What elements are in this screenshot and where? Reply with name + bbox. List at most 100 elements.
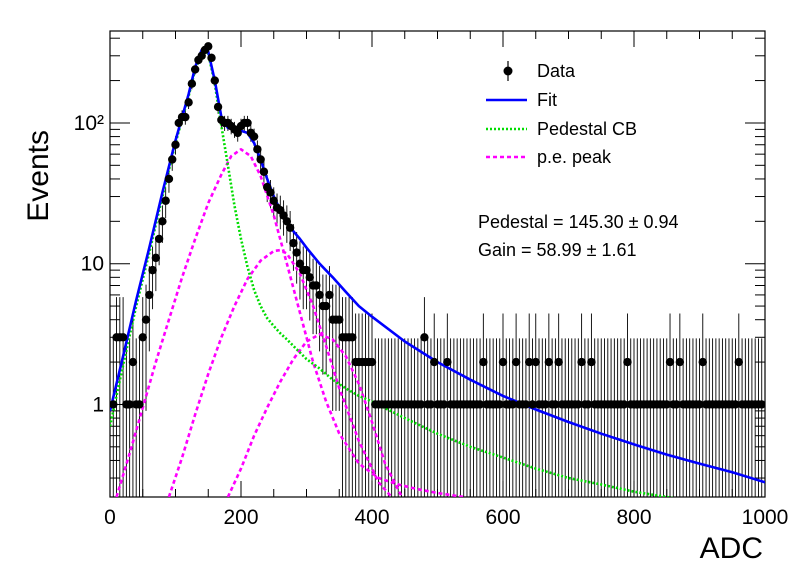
data-point xyxy=(148,265,157,275)
data-point xyxy=(544,357,554,367)
data-point xyxy=(528,400,537,409)
data-point xyxy=(164,174,174,184)
x-tick-label: 400 xyxy=(354,506,389,529)
data-point xyxy=(187,79,197,88)
data-point xyxy=(541,400,550,409)
data-point xyxy=(207,53,216,63)
data-point xyxy=(168,155,177,164)
data-point xyxy=(508,400,518,409)
data-point xyxy=(498,357,508,367)
data-point xyxy=(619,400,629,409)
data-point xyxy=(587,357,596,367)
data-point xyxy=(439,400,449,409)
data-point xyxy=(266,188,275,197)
legend-pedestal-label: Pedestal CB xyxy=(537,119,637,139)
curve-pe1 xyxy=(115,148,464,497)
data-point xyxy=(154,234,164,244)
data-point xyxy=(574,400,583,409)
error-bars xyxy=(110,42,765,497)
curve-pe2 xyxy=(167,248,393,497)
data-point xyxy=(521,400,531,409)
data-point xyxy=(511,357,521,367)
data-point xyxy=(420,333,429,342)
data-point xyxy=(583,400,593,409)
x-axis-label: ADC xyxy=(700,532,763,565)
data-point xyxy=(184,98,193,107)
data-point xyxy=(190,65,200,74)
x-tick-label: 1000 xyxy=(742,506,789,529)
data-point xyxy=(577,357,586,367)
data-point xyxy=(145,290,154,300)
data-point xyxy=(135,400,144,409)
data-point xyxy=(171,140,180,149)
data-point xyxy=(128,357,138,367)
data-point xyxy=(138,333,147,342)
x-tick-label: 600 xyxy=(485,506,520,529)
data-point xyxy=(312,281,321,290)
data-points xyxy=(110,42,765,409)
data-point xyxy=(348,333,357,342)
legend-pe-label: p.e. peak xyxy=(537,147,612,167)
y-axis-label: Events xyxy=(22,130,55,222)
data-point xyxy=(479,357,488,367)
data-point xyxy=(158,217,167,226)
data-point xyxy=(662,400,671,409)
data-point xyxy=(734,357,743,367)
data-point xyxy=(269,196,278,205)
data-point xyxy=(551,400,560,409)
data-point xyxy=(665,357,675,367)
gain-annotation: Gain = 58.99 ± 1.61 xyxy=(478,240,637,260)
data-point xyxy=(525,357,534,367)
data-point xyxy=(315,290,324,300)
data-point xyxy=(249,132,259,141)
data-point xyxy=(695,400,704,409)
data-point xyxy=(110,400,118,409)
data-point xyxy=(302,265,311,275)
data-point xyxy=(335,315,344,324)
data-point xyxy=(675,357,685,367)
data-point xyxy=(233,128,242,138)
data-point xyxy=(210,76,219,85)
data-point xyxy=(731,400,740,409)
data-point xyxy=(367,357,377,367)
data-point xyxy=(672,400,681,409)
data-point xyxy=(475,400,485,409)
curve-pe3 xyxy=(226,332,404,497)
data-point xyxy=(325,290,334,300)
x-tick-label: 0 xyxy=(104,506,116,529)
y-tick-label: 1 xyxy=(92,393,104,416)
legend-data-marker xyxy=(503,66,513,76)
axes: 0 200 400 600 800 1000 1 10 10² xyxy=(74,31,789,529)
data-point xyxy=(495,400,504,409)
data-point xyxy=(554,357,563,367)
data-point xyxy=(623,357,632,367)
data-point xyxy=(282,217,292,226)
data-point xyxy=(305,273,314,282)
data-point xyxy=(292,248,301,257)
data-point xyxy=(256,155,265,164)
data-point xyxy=(295,259,305,268)
x-tick-label: 800 xyxy=(616,506,651,529)
data-point xyxy=(285,223,295,232)
data-point xyxy=(757,400,765,409)
x-tick-label: 200 xyxy=(223,506,258,529)
y-tick-label: 10² xyxy=(74,112,104,135)
data-point xyxy=(118,333,128,342)
data-point xyxy=(321,301,331,311)
data-point xyxy=(259,167,269,176)
data-point xyxy=(426,400,436,409)
data-point xyxy=(443,357,452,367)
y-tick-label: 10 xyxy=(81,253,104,276)
data-point xyxy=(289,238,298,248)
legend-fit-label: Fit xyxy=(537,90,557,110)
data-point xyxy=(430,357,439,367)
data-point xyxy=(253,145,262,154)
data-point xyxy=(213,102,223,112)
data-point xyxy=(141,315,151,324)
legend: Data Fit Pedestal CB p.e. peak xyxy=(486,61,637,167)
data-point xyxy=(698,357,707,367)
data-point xyxy=(125,400,134,409)
data-point xyxy=(161,196,170,205)
data-point xyxy=(151,253,161,263)
